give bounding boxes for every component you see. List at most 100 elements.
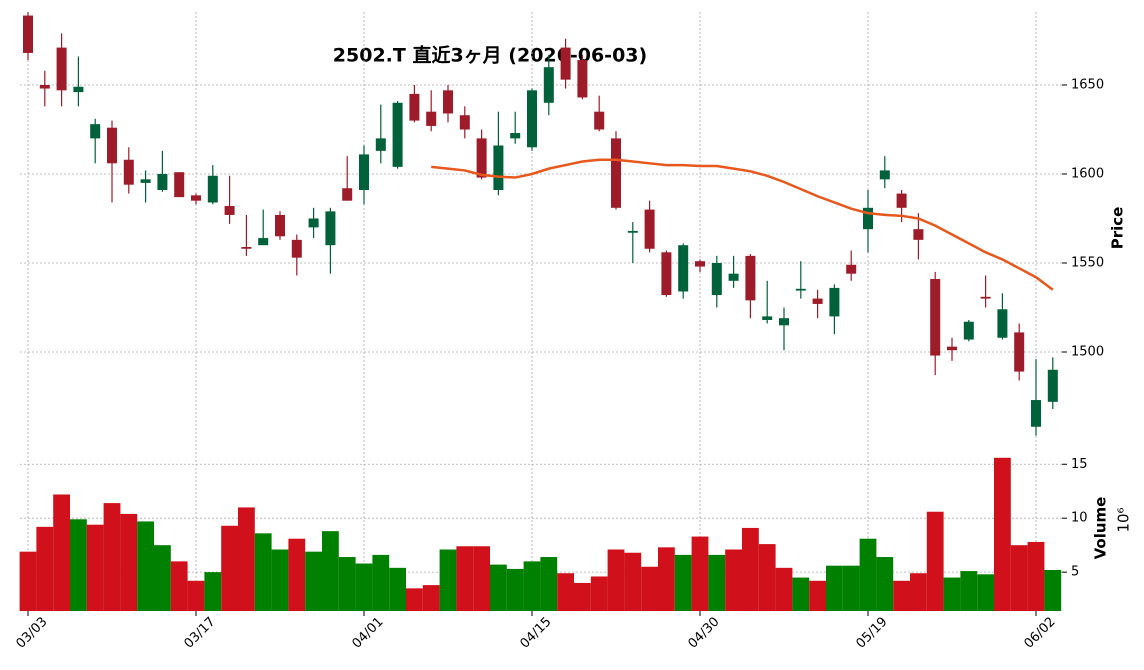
candle-body: [527, 90, 537, 148]
candle-body: [291, 239, 302, 258]
x-tick-label: 05/19: [853, 614, 890, 651]
candle-body: [510, 133, 521, 139]
volume-bar: [994, 457, 1011, 611]
candle-body: [107, 127, 117, 164]
volume-bar: [338, 557, 356, 611]
volume-bar: [859, 538, 877, 611]
volume-bar: [842, 565, 860, 611]
candle-body: [443, 90, 453, 114]
candle-body: [459, 115, 470, 130]
volume-bar: [305, 551, 322, 611]
candle-body: [728, 273, 739, 281]
volume-bar: [624, 552, 642, 611]
x-tick-label: 03/17: [181, 614, 218, 651]
candle-body: [644, 209, 655, 249]
volume-bar: [389, 567, 406, 611]
volume-bar: [254, 533, 272, 611]
volume-bar: [120, 513, 138, 611]
volume-bar: [439, 549, 457, 611]
candle-body: [191, 195, 201, 201]
volume-bar: [758, 544, 776, 611]
volume-multiplier: 10⁶: [1115, 507, 1133, 532]
candle-body: [224, 206, 235, 215]
volume-tick-label: 5: [1071, 565, 1079, 580]
volume-bar: [473, 546, 490, 611]
volume-bar: [490, 564, 507, 611]
volume-bar: [607, 549, 625, 611]
candle-body: [90, 124, 101, 139]
candle-body: [476, 138, 487, 178]
candle-body: [308, 218, 319, 228]
volume-bar: [406, 588, 423, 611]
candle-body: [611, 138, 621, 208]
candle-body: [997, 309, 1008, 338]
candle-body: [896, 193, 907, 208]
y-axis-label: Price: [1109, 207, 1127, 250]
candle-body: [1031, 400, 1041, 427]
volume-bar: [708, 554, 726, 611]
volume-bar: [19, 551, 37, 611]
volume-bar: [826, 565, 843, 611]
volume-bar: [742, 527, 759, 611]
candle-body: [594, 111, 605, 130]
candle-body: [577, 60, 588, 98]
candle-body: [543, 67, 554, 103]
volume-bar: [422, 585, 440, 611]
volume-bar: [658, 547, 675, 611]
candle-body: [846, 264, 857, 274]
volume-bar: [506, 568, 524, 611]
candle-body: [695, 261, 705, 267]
candle-body: [795, 288, 806, 291]
candle-body: [375, 138, 386, 151]
volume-bar: [187, 580, 205, 611]
volume-bar: [674, 554, 692, 611]
volume-bar: [691, 536, 709, 611]
candle-body: [426, 111, 437, 126]
volume-bar: [170, 561, 188, 611]
candle-body: [745, 255, 756, 301]
volume-bar: [204, 572, 222, 611]
volume-bar: [893, 580, 910, 611]
candle-body: [325, 211, 336, 246]
moving-average: [431, 158, 1054, 291]
candle-body: [947, 346, 957, 351]
volume-tick-label: 10: [1071, 511, 1088, 526]
candle-body: [207, 175, 218, 203]
x-tick-label: 03/03: [13, 614, 50, 651]
y-tick-label: 1600: [1071, 166, 1104, 181]
volume-bar: [221, 525, 238, 611]
candle-body: [980, 296, 991, 299]
volume-bar: [70, 519, 87, 611]
candle-body: [241, 246, 252, 249]
x-tick-label: 06/02: [1021, 614, 1058, 651]
volume-bar: [574, 582, 591, 611]
volume-bar: [372, 554, 390, 611]
volume-bar: [355, 563, 373, 611]
candle-body: [1047, 369, 1058, 402]
candle-body: [678, 245, 689, 292]
volume-bar: [775, 567, 793, 611]
candle-body: [762, 316, 773, 320]
candle-body: [863, 207, 873, 230]
candle-body: [140, 179, 151, 183]
candle-body: [930, 279, 941, 356]
volume-bar: [876, 557, 894, 611]
candle-body: [23, 15, 33, 53]
volume-bar: [456, 546, 474, 611]
y-tick-label: 1650: [1071, 77, 1104, 92]
candle-body: [661, 252, 672, 296]
candle-body: [560, 47, 571, 80]
volume-bar: [926, 511, 944, 611]
volume-bar: [910, 573, 927, 611]
volume-bar: [322, 531, 339, 611]
candle-body: [627, 230, 638, 233]
y-tick-label: 1500: [1071, 344, 1104, 359]
candle-body: [493, 145, 504, 191]
candle-body: [963, 321, 974, 340]
candle-body: [779, 318, 789, 326]
candle-body: [342, 188, 353, 201]
volume-bar: [53, 494, 70, 611]
x-tick-label: 04/30: [685, 614, 722, 651]
volume-bar: [540, 557, 558, 611]
